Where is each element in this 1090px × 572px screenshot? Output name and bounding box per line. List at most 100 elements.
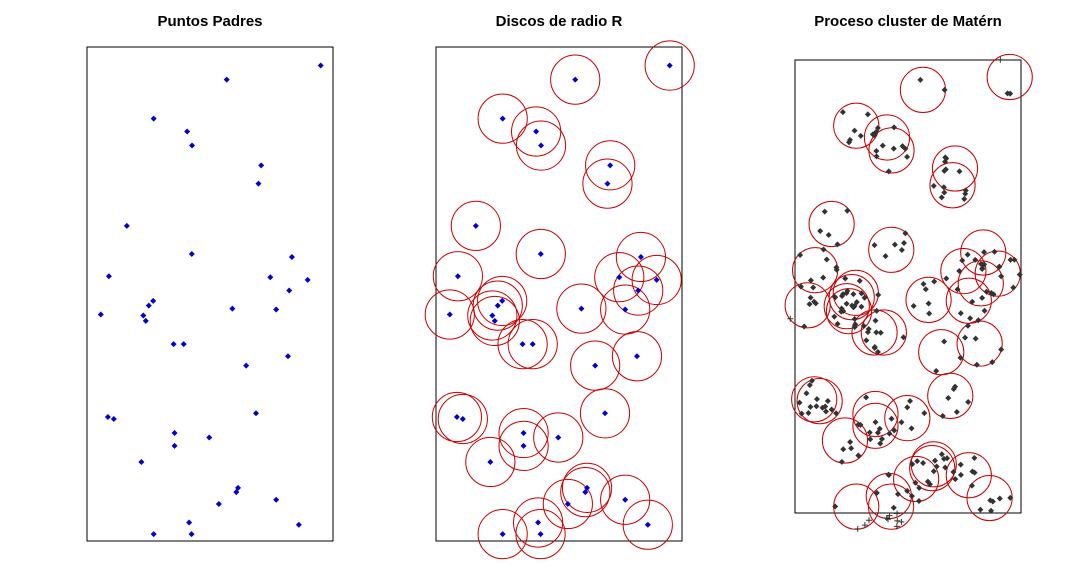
parent-point <box>188 250 195 257</box>
parent-point <box>578 305 585 312</box>
parent-point <box>633 353 640 360</box>
offspring-point <box>1011 256 1018 263</box>
offspring-point <box>940 184 947 191</box>
offspring-point <box>873 153 880 160</box>
offspring-point <box>941 86 948 93</box>
offspring-point <box>820 274 827 281</box>
parent-point <box>171 442 178 449</box>
offspring-point <box>885 168 892 175</box>
offspring-point <box>944 455 951 462</box>
parent-point <box>519 341 526 348</box>
offspring-point <box>909 461 916 468</box>
parent-point <box>304 276 311 283</box>
offspring-point <box>938 451 945 458</box>
parent-point <box>454 273 461 280</box>
offspring-point <box>981 249 988 256</box>
offspring-point <box>962 187 969 194</box>
cluster-circle <box>927 372 974 419</box>
offspring-point <box>872 419 879 426</box>
offspring-point <box>861 294 868 301</box>
parent-point <box>491 317 498 324</box>
offspring-point <box>856 277 863 284</box>
cluster-circle <box>865 472 912 520</box>
offspring-point <box>833 264 840 271</box>
offspring-point <box>964 251 971 258</box>
offspring-point <box>817 227 824 234</box>
parent-point <box>138 458 145 465</box>
parent-point <box>233 489 240 496</box>
parent-point <box>446 311 453 318</box>
offspring-point <box>843 300 850 307</box>
panel-discos-de-radio-r: Discos de radio R <box>424 13 695 560</box>
offspring-point <box>942 158 949 165</box>
offspring-point <box>873 307 880 314</box>
offspring-point <box>879 142 886 149</box>
parent-point <box>499 297 506 304</box>
offspring-point <box>833 410 840 417</box>
disc-circle <box>613 265 664 316</box>
offspring-point <box>956 268 963 275</box>
parent-point <box>142 317 149 324</box>
offspring-point <box>943 275 950 282</box>
offspring-point <box>813 396 820 403</box>
offspring-point <box>806 301 813 308</box>
offspring-point <box>953 409 960 416</box>
panel-title: Proceso cluster de Matérn <box>814 13 1002 30</box>
offspring-point <box>989 359 996 366</box>
offspring-point <box>969 298 976 305</box>
cluster-circle <box>867 483 915 530</box>
parent-point <box>243 362 250 369</box>
parent-point <box>653 276 660 283</box>
disc-circle <box>432 251 483 302</box>
parent-point <box>537 250 544 257</box>
offspring-point <box>956 168 963 175</box>
parent-point <box>616 274 623 281</box>
offspring-point <box>907 398 914 405</box>
offspring-point <box>954 286 961 293</box>
offspring-point <box>938 194 945 201</box>
parent-point <box>499 115 506 122</box>
point-layer <box>97 62 324 538</box>
offspring-point <box>844 207 851 214</box>
offspring-point <box>920 280 927 287</box>
offspring-point <box>863 394 870 401</box>
offspring-point <box>828 406 835 413</box>
parent-point <box>288 253 295 260</box>
offspring-point <box>924 478 931 485</box>
cluster-circle <box>884 394 931 442</box>
disc-circle <box>431 391 483 443</box>
parent-point <box>499 531 506 538</box>
offspring-point <box>872 317 879 324</box>
offspring-point <box>801 323 808 330</box>
cluster-circle <box>905 276 952 323</box>
offspring-point <box>867 436 874 443</box>
offspring-point <box>848 445 855 452</box>
offspring-point <box>939 412 946 419</box>
offspring-point <box>873 329 880 336</box>
offspring-point <box>900 334 907 341</box>
disc-circle <box>644 40 695 91</box>
offspring-outside-marker <box>787 315 794 322</box>
parent-point <box>184 128 191 135</box>
offspring-point <box>983 288 990 295</box>
offspring-outside-marker <box>893 523 900 530</box>
parent-point <box>529 341 536 348</box>
parent-point <box>97 311 104 318</box>
offspring-point <box>875 291 882 298</box>
disc-circle <box>631 254 682 306</box>
parent-point <box>104 414 111 421</box>
parent-point <box>223 76 230 83</box>
offspring-point <box>998 346 1005 353</box>
cluster-circle <box>929 162 976 209</box>
disc-circle <box>469 295 520 347</box>
offspring-point <box>908 425 915 432</box>
parent-point <box>145 302 152 309</box>
offspring-point <box>873 489 880 496</box>
offspring-point <box>965 399 972 406</box>
offspring-point <box>898 419 905 426</box>
offspring-point <box>858 303 865 310</box>
panel-puntos-padres: Puntos Padres <box>86 13 334 542</box>
offspring-point <box>797 251 804 258</box>
circle-layer <box>784 53 1033 530</box>
offspring-point <box>1007 90 1014 97</box>
